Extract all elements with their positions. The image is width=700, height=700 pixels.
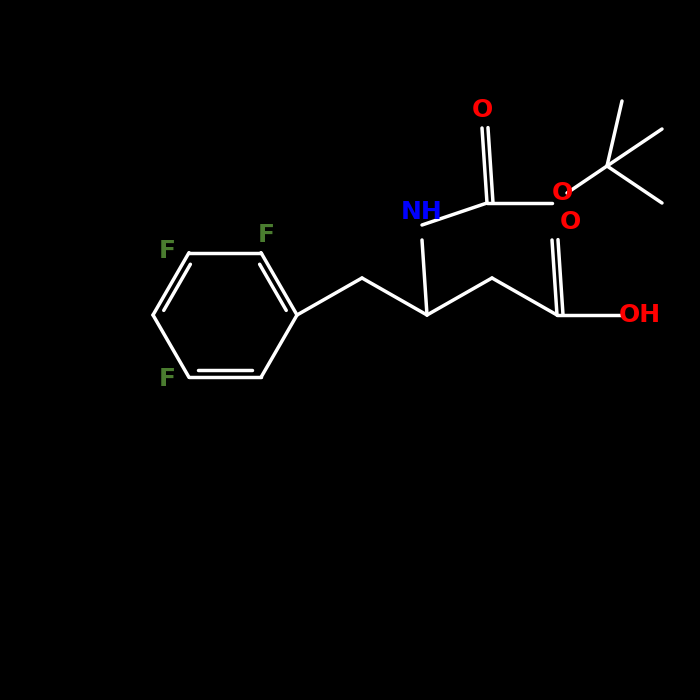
Text: O: O (552, 181, 573, 205)
Text: O: O (471, 98, 493, 122)
Text: O: O (559, 210, 580, 234)
Text: F: F (158, 368, 176, 391)
Text: F: F (158, 239, 176, 262)
Text: NH: NH (401, 200, 443, 224)
Text: OH: OH (619, 303, 661, 327)
Text: F: F (258, 223, 274, 246)
